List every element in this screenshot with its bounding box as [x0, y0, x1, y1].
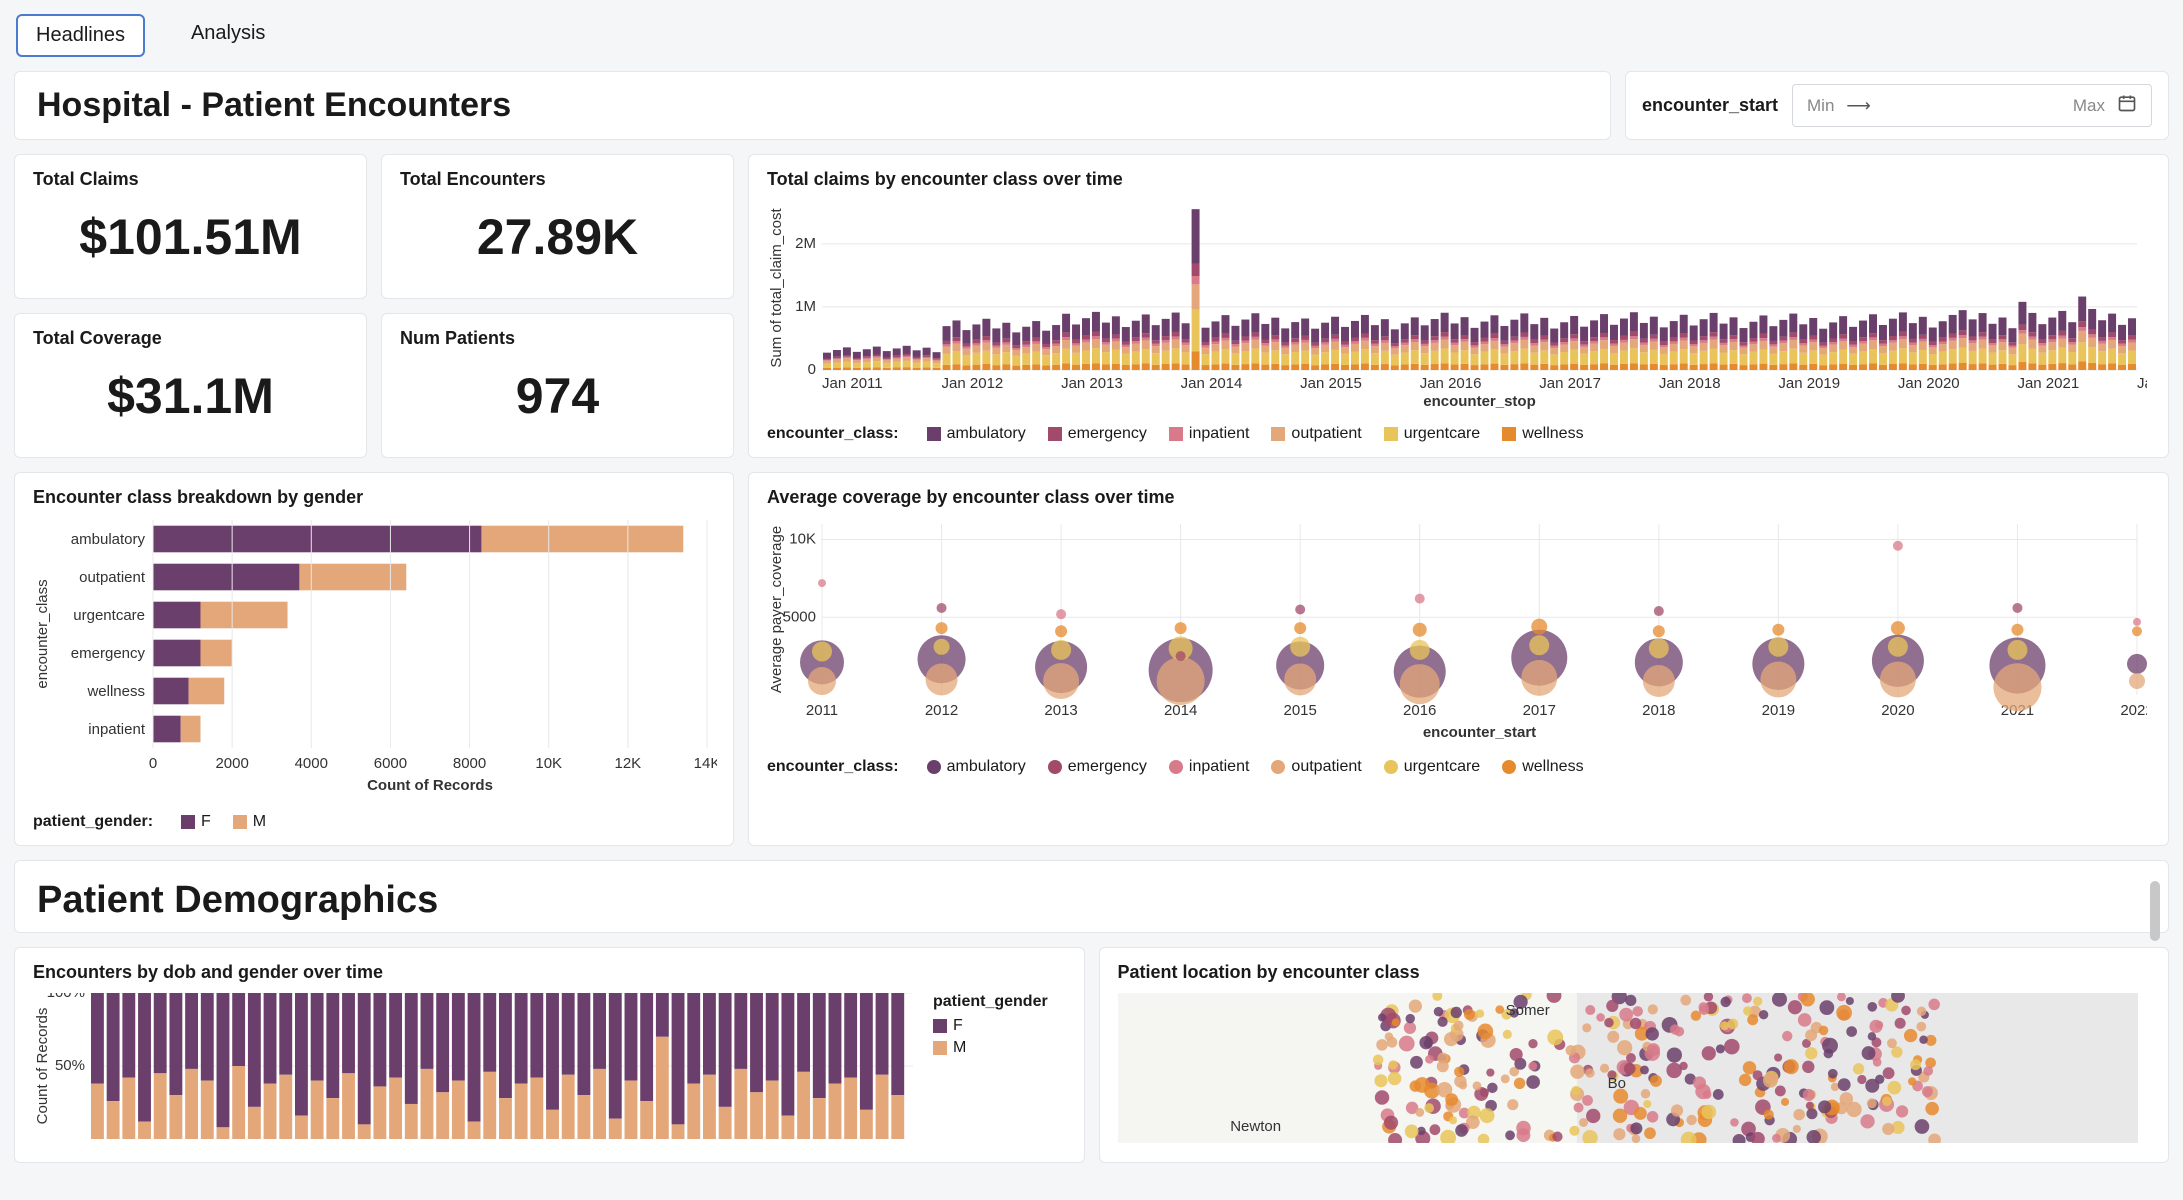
svg-text:Average payer_coverage: Average payer_coverage	[768, 526, 785, 693]
svg-text:2016: 2016	[1403, 702, 1436, 719]
svg-text:10K: 10K	[535, 755, 562, 772]
svg-text:encounter_start: encounter_start	[1423, 724, 1536, 741]
svg-text:Jan 2014: Jan 2014	[1181, 375, 1243, 392]
kpi-label: Num Patients	[400, 328, 715, 349]
svg-text:encounter_class: encounter_class	[34, 579, 51, 688]
chart-title: Total claims by encounter class over tim…	[767, 169, 2150, 190]
chart-title: Encounters by dob and gender over time	[33, 962, 1066, 983]
arrow-right-icon: ⟶	[1846, 96, 2060, 116]
svg-text:12K: 12K	[615, 755, 642, 772]
svg-text:2013: 2013	[1044, 702, 1077, 719]
kpi-label: Total Claims	[33, 169, 348, 190]
dob-chart-svg[interactable]: 50% 100% Count of Records	[33, 993, 913, 1143]
svg-text:50%: 50%	[55, 1057, 85, 1074]
chart-dob-gender: Encounters by dob and gender over time 5…	[14, 947, 1085, 1163]
svg-text:0: 0	[808, 361, 816, 378]
chart-title: Average coverage by encounter class over…	[767, 487, 2150, 508]
svg-text:100%: 100%	[47, 993, 85, 1001]
claims-legend: encounter_class:ambulatoryemergencyinpat…	[767, 425, 2150, 443]
svg-text:14K: 14K	[694, 755, 717, 772]
kpi-num-patients: Num Patients 974	[381, 313, 734, 458]
svg-text:2000: 2000	[215, 755, 248, 772]
dob-legend: patient_genderFM	[933, 993, 1048, 1143]
chart-claims-over-time: Total claims by encounter class over tim…	[748, 154, 2169, 458]
svg-text:2012: 2012	[925, 702, 958, 719]
tab-headlines[interactable]: Headlines	[16, 14, 145, 57]
svg-text:Count of Records: Count of Records	[34, 1008, 51, 1125]
svg-text:Jan 2022: Jan 2022	[2137, 375, 2147, 392]
coverage-chart-svg[interactable]: 5000 10KAverage payer_coverage 2011 2012 201…	[767, 518, 2147, 743]
svg-text:Jan 2013: Jan 2013	[1061, 375, 1123, 392]
svg-text:outpatient: outpatient	[79, 569, 146, 586]
svg-text:Jan 2016: Jan 2016	[1420, 375, 1482, 392]
svg-text:2015: 2015	[1283, 702, 1316, 719]
svg-text:6000: 6000	[374, 755, 407, 772]
kpi-label: Total Encounters	[400, 169, 715, 190]
chart-avg-coverage: Average coverage by encounter class over…	[748, 472, 2169, 846]
kpi-value: $31.1M	[33, 359, 348, 439]
claims-chart-svg[interactable]: 0 1M 2M Sum of total_claim_cost Jan 2011 Jan …	[767, 200, 2147, 410]
date-range-input[interactable]: Min ⟶ Max	[1792, 84, 2152, 127]
svg-text:Sum of total_claim_cost: Sum of total_claim_cost	[768, 208, 785, 368]
svg-text:Jan 2018: Jan 2018	[1659, 375, 1721, 392]
kpi-grid: Total Claims $101.51M Total Encounters 2…	[14, 154, 734, 458]
filter-label: encounter_start	[1642, 95, 1778, 116]
filter-min-placeholder: Min	[1807, 96, 1834, 116]
gender-chart-svg[interactable]: encounter_class ambulatory outpatient urgen…	[33, 518, 717, 798]
kpi-total-encounters: Total Encounters 27.89K	[381, 154, 734, 299]
svg-text:Newton: Newton	[1230, 1118, 1281, 1135]
svg-text:10K: 10K	[789, 531, 816, 548]
tab-bar: Headlines Analysis	[0, 0, 2183, 71]
filter-encounter-start: encounter_start Min ⟶ Max	[1625, 71, 2169, 140]
scrollbar-thumb[interactable]	[2150, 881, 2160, 941]
svg-text:8000: 8000	[453, 755, 486, 772]
kpi-value: 974	[400, 359, 715, 439]
coverage-legend: encounter_class:ambulatoryemergencyinpat…	[767, 758, 2150, 776]
svg-text:Jan 2011: Jan 2011	[822, 375, 883, 392]
svg-text:2M: 2M	[795, 235, 816, 252]
svg-text:Jan 2021: Jan 2021	[2017, 375, 2079, 392]
svg-text:ambulatory: ambulatory	[71, 531, 146, 548]
tab-analysis[interactable]: Analysis	[173, 14, 283, 57]
section-title-demographics: Patient Demographics	[15, 861, 2168, 932]
kpi-value: $101.51M	[33, 200, 348, 280]
chart-patient-location: Patient location by encounter class Some…	[1099, 947, 2170, 1163]
svg-text:inpatient: inpatient	[88, 721, 146, 738]
kpi-value: 27.89K	[400, 200, 715, 280]
svg-text:Count of Records: Count of Records	[367, 777, 493, 794]
svg-text:2020: 2020	[1881, 702, 1914, 719]
kpi-total-claims: Total Claims $101.51M	[14, 154, 367, 299]
svg-text:emergency: emergency	[71, 645, 146, 662]
kpi-label: Total Coverage	[33, 328, 348, 349]
svg-text:2022: 2022	[2120, 702, 2147, 719]
svg-text:2017: 2017	[1523, 702, 1556, 719]
kpi-total-coverage: Total Coverage $31.1M	[14, 313, 367, 458]
svg-text:urgentcare: urgentcare	[73, 607, 145, 624]
svg-text:4000: 4000	[295, 755, 328, 772]
map-chart-svg[interactable]: Somer Bo Newton	[1118, 993, 2138, 1143]
section-title-encounters: Hospital - Patient Encounters	[37, 86, 1588, 125]
filter-max-placeholder: Max	[2073, 96, 2105, 116]
svg-text:wellness: wellness	[86, 683, 145, 700]
svg-text:0: 0	[149, 755, 157, 772]
svg-text:encounter_stop: encounter_stop	[1423, 393, 1536, 410]
svg-text:Jan 2012: Jan 2012	[942, 375, 1004, 392]
svg-text:Jan 2019: Jan 2019	[1778, 375, 1840, 392]
svg-text:Somer: Somer	[1505, 1002, 1549, 1019]
calendar-icon[interactable]	[2117, 93, 2137, 118]
chart-gender-breakdown: Encounter class breakdown by gender enco…	[14, 472, 734, 846]
svg-text:Jan 2020: Jan 2020	[1898, 375, 1960, 392]
chart-title: Encounter class breakdown by gender	[33, 487, 715, 508]
svg-text:Bo: Bo	[1607, 1075, 1625, 1092]
svg-text:Jan 2017: Jan 2017	[1539, 375, 1601, 392]
svg-text:5000: 5000	[783, 608, 816, 625]
svg-text:1M: 1M	[795, 298, 816, 315]
gender-legend: patient_gender:FM	[33, 813, 715, 831]
chart-title: Patient location by encounter class	[1118, 962, 2151, 983]
svg-text:2019: 2019	[1762, 702, 1795, 719]
svg-text:Jan 2015: Jan 2015	[1300, 375, 1362, 392]
svg-text:2018: 2018	[1642, 702, 1675, 719]
svg-text:2011: 2011	[806, 702, 838, 719]
